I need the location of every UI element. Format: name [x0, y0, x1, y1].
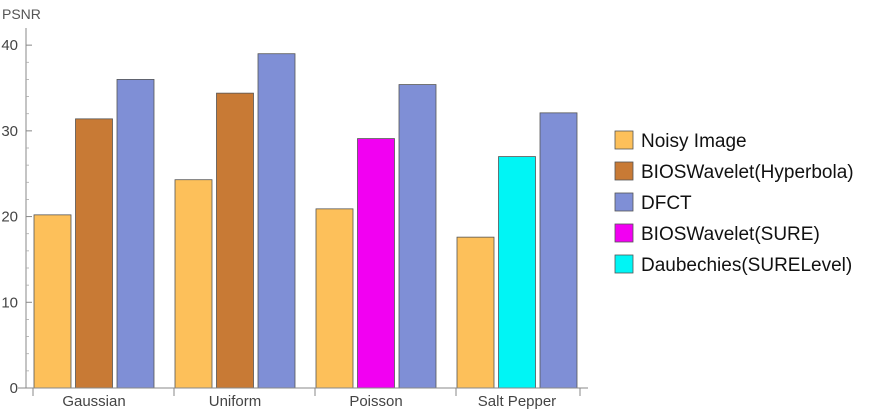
- axes-layer: 0 10 20 30 40 Gaussian Uniform Poisson Salt Pepp…: [1, 28, 588, 410]
- x-category-label: Gaussian: [62, 393, 125, 410]
- y-tick-label: 20: [1, 209, 18, 226]
- legend-label: Noisy Image: [641, 131, 747, 152]
- x-category-label: Salt Pepper: [478, 393, 556, 410]
- legend-swatch: [614, 161, 634, 181]
- y-tick-label: 10: [1, 294, 18, 311]
- bar-poisson-1: [315, 208, 354, 389]
- x-category-label: Uniform: [209, 393, 262, 410]
- bar-salt-pepper-3: [539, 112, 578, 389]
- legend-swatch: [614, 192, 634, 212]
- bar-salt-pepper-2: [498, 156, 536, 389]
- y-tick-label: 0: [10, 380, 18, 397]
- legend-label: BIOSWavelet(SURE): [641, 224, 820, 245]
- bar-uniform-2: [216, 92, 254, 389]
- legend-swatch: [614, 130, 634, 150]
- legend-item: Noisy Image: [614, 130, 747, 152]
- bar-poisson-3: [398, 84, 437, 389]
- legend-swatch: [614, 254, 634, 274]
- legend-label: BIOSWavelet(Hyperbola): [641, 162, 854, 183]
- legend-item: BIOSWavelet(Hyperbola): [614, 161, 854, 183]
- bar-gaussian-3: [116, 79, 155, 389]
- bar-uniform-3: [257, 53, 296, 389]
- bar-gaussian-2: [75, 118, 113, 389]
- legend-label: DFCT: [641, 193, 692, 214]
- legend-item: DFCT: [614, 192, 692, 214]
- legend-swatch: [614, 223, 634, 243]
- legend: Noisy Image BIOSWavelet(Hyperbola) DFCT BIO…: [614, 130, 854, 276]
- x-category-label: Poisson: [349, 393, 402, 410]
- legend-item: BIOSWavelet(SURE): [614, 223, 820, 245]
- bar-gaussian-1: [33, 214, 72, 389]
- legend-label: Daubechies(SURELevel): [641, 255, 852, 276]
- bar-salt-pepper-1: [456, 236, 495, 389]
- bar-uniform-1: [174, 179, 213, 389]
- bar-poisson-2: [357, 138, 395, 389]
- y-axis-title: PSNR: [2, 6, 41, 22]
- legend-item: Daubechies(SURELevel): [614, 254, 852, 276]
- y-tick-label: 30: [1, 123, 18, 140]
- y-tick-label: 40: [1, 37, 18, 54]
- bars-layer: [33, 53, 578, 389]
